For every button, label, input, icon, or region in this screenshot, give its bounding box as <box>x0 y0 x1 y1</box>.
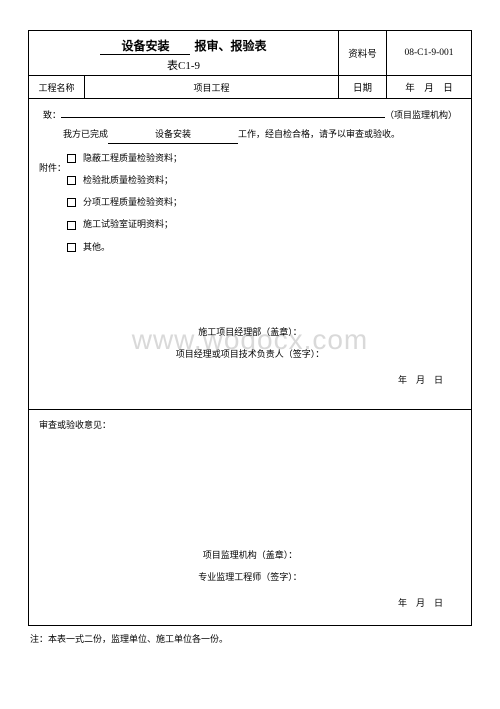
section1-date: 年 月 日 <box>43 373 457 388</box>
checklist: 隐蔽工程质量检验资料； 检验批质量检验资料； 分项工程质量检验资料； 施工试验室… <box>67 151 457 255</box>
project-value: 项目工程 <box>85 76 339 98</box>
date-label: 日期 <box>339 76 387 98</box>
addr-suffix: （项目监理机构） <box>385 108 457 123</box>
check-label: 分项工程质量检验资料； <box>83 195 182 210</box>
addressee-line: 致： （项目监理机构） <box>43 107 457 123</box>
check-item-3: 施工试验室证明资料； <box>67 217 457 232</box>
attach-label: 附件： <box>39 161 66 176</box>
check-item-0: 隐蔽工程质量检验资料； <box>67 151 457 166</box>
section2-sign2: 专业监理工程师（签字）： <box>43 570 457 585</box>
line2-prefix: 我方已完成 <box>63 127 108 142</box>
section2-date: 年 月 日 <box>43 596 457 611</box>
form-container: 设备安装 报审、报验表 表C1-9 资料号 08-C1-9-001 工程名称 项… <box>28 30 472 626</box>
doc-no-value: 08-C1-9-001 <box>387 31 471 75</box>
doc-no-label: 资料号 <box>339 31 387 75</box>
header-row-title: 设备安装 报审、报验表 表C1-9 资料号 08-C1-9-001 <box>29 31 471 76</box>
check-item-1: 检验批质量检验资料； <box>67 173 457 188</box>
line2-suffix: 工作，经自检合格，请予以审查或验收。 <box>238 127 400 142</box>
section1-row: 致： （项目监理机构） 我方已完成 设备安装 工作，经自检合格，请予以审查或验收… <box>29 99 471 410</box>
section1-sign1: 施工项目经理部（盖章）： <box>43 325 457 340</box>
title-fill: 设备安装 <box>100 37 190 55</box>
line2-fill: 设备安装 <box>108 127 238 143</box>
date-value: 年 月 日 <box>387 76 471 98</box>
footer-note: 注：本表一式二份，监理单位、施工单位各一份。 <box>28 632 472 645</box>
project-label: 工程名称 <box>29 76 85 98</box>
checkbox-icon[interactable] <box>67 243 76 252</box>
checkbox-icon[interactable] <box>67 176 76 185</box>
check-label: 其他。 <box>83 240 110 255</box>
check-label: 检验批质量检验资料； <box>83 173 173 188</box>
addr-fill[interactable] <box>61 107 385 118</box>
section1-sign2: 项目经理或项目技术负责人（签字）： <box>43 347 457 362</box>
completion-line: 我方已完成 设备安装 工作，经自检合格，请予以审查或验收。 <box>63 127 457 143</box>
check-item-2: 分项工程质量检验资料； <box>67 195 457 210</box>
title-cell: 设备安装 报审、报验表 表C1-9 <box>29 31 339 75</box>
checkbox-icon[interactable] <box>67 154 76 163</box>
checkbox-icon[interactable] <box>67 198 76 207</box>
section2-title: 审查或验收意见： <box>39 418 111 433</box>
addr-prefix: 致： <box>43 108 61 123</box>
check-label: 施工试验室证明资料； <box>83 217 173 232</box>
check-item-4: 其他。 <box>67 240 457 255</box>
check-label: 隐蔽工程质量检验资料； <box>83 151 182 166</box>
sub-table-label: 表C1-9 <box>167 57 200 73</box>
checkbox-icon[interactable] <box>67 221 76 230</box>
section2-row: 审查或验收意见： 项目监理机构（盖章）： 专业监理工程师（签字）： 年 月 日 <box>29 410 471 625</box>
section2-sign1: 项目监理机构（盖章）： <box>43 548 457 563</box>
title-suffix: 报审、报验表 <box>194 37 266 54</box>
header-row-project: 工程名称 项目工程 日期 年 月 日 <box>29 76 471 99</box>
